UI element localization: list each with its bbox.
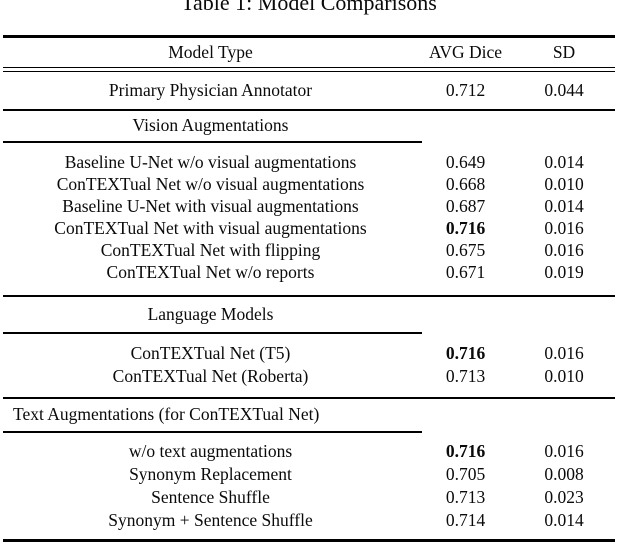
column-header-sd: SD [552, 41, 576, 62]
sd-cell: 0.016 [544, 343, 584, 363]
model-cell: ConTEXTual Net (T5) [130, 343, 291, 363]
avg-dice-cell: 0.716 [445, 343, 486, 363]
sd-cell: 0.014 [544, 151, 584, 172]
model-cell: Primary Physician Annotator [108, 80, 313, 100]
sd-cell: 0.016 [544, 239, 584, 260]
model-cell: ConTEXTual Net with visual augmentations [54, 217, 367, 238]
model-cell: ConTEXTual Net w/o visual augmentations [56, 173, 365, 194]
model-cell: Baseline U-Net with visual augmentations [62, 195, 359, 216]
table-caption: Table 1: Model Comparisons [181, 0, 437, 15]
column-header-model-type: Model Type [168, 41, 253, 62]
table-bottom-rule [3, 539, 615, 542]
table-row: ConTEXTual Net w/o visual augmentations … [3, 173, 615, 195]
section-header-language-models: Language Models [3, 297, 615, 332]
table-row: ConTEXTual Net (T5) 0.716 0.016 [3, 342, 615, 365]
sd-cell: 0.019 [544, 261, 584, 282]
table-row: ConTEXTual Net w/o reports 0.671 0.019 [3, 261, 615, 283]
table-row: Synonym Replacement 0.705 0.008 [3, 463, 615, 486]
avg-dice-cell: 0.671 [445, 261, 486, 282]
avg-dice-cell: 0.705 [445, 464, 486, 484]
section-divider-rule [3, 295, 615, 297]
avg-dice-cell: 0.649 [445, 151, 486, 172]
table-top-rule [3, 35, 615, 38]
sd-cell: 0.023 [544, 487, 584, 507]
table-row: Baseline U-Net w/o visual augmentations … [3, 151, 615, 173]
section-partial-rule [3, 430, 422, 433]
avg-dice-cell: 0.675 [445, 239, 486, 260]
section-header-label: Text Augmentations (for ConTEXTual Net) [13, 404, 320, 424]
model-cell: Synonym Replacement [129, 464, 292, 484]
model-cell: ConTEXTual Net w/o reports [106, 261, 315, 282]
avg-dice-cell: 0.714 [445, 510, 486, 530]
avg-dice-cell: 0.687 [445, 195, 486, 216]
section-header-label: Language Models [147, 303, 274, 324]
sd-cell: 0.010 [544, 366, 584, 386]
sd-cell: 0.014 [544, 195, 584, 216]
language-models-rows: ConTEXTual Net (T5) 0.716 0.016 ConTEXTu… [3, 334, 615, 397]
section-partial-rule [3, 331, 422, 334]
table-row: ConTEXTual Net with visual augmentations… [3, 217, 615, 239]
avg-dice-cell: 0.716 [445, 441, 486, 461]
sd-cell: 0.010 [544, 173, 584, 194]
model-cell: Synonym + Sentence Shuffle [108, 510, 313, 530]
text-augmentations-rows: w/o text augmentations 0.716 0.016 Synon… [3, 433, 615, 539]
column-header-avg-dice: AVG Dice [428, 41, 503, 62]
table-row: Sentence Shuffle 0.713 0.023 [3, 486, 615, 509]
model-cell: Sentence Shuffle [151, 487, 270, 507]
avg-dice-cell: 0.712 [445, 80, 486, 100]
header-double-rule [3, 66, 615, 72]
section-partial-rule [3, 140, 422, 143]
table-row: Primary Physician Annotator 0.712 0.044 [3, 72, 615, 109]
section-header-vision-augmentations: Vision Augmentations [3, 111, 615, 141]
table-row: ConTEXTual Net with flipping 0.675 0.016 [3, 239, 615, 261]
table-row: Synonym + Sentence Shuffle 0.714 0.014 [3, 509, 615, 532]
section-divider-rule [3, 397, 615, 399]
table-row: Baseline U-Net with visual augmentations… [3, 195, 615, 217]
section-divider-rule [3, 109, 615, 111]
table-row: ConTEXTual Net (Roberta) 0.713 0.010 [3, 365, 615, 388]
section-header-text-augmentations: Text Augmentations (for ConTEXTual Net) [3, 399, 615, 431]
avg-dice-cell: 0.713 [445, 366, 486, 386]
model-comparisons-table: Model Type AVG Dice SD Primary Physician… [3, 35, 615, 542]
avg-dice-cell: 0.716 [445, 217, 486, 238]
model-cell: Baseline U-Net w/o visual augmentations [64, 151, 357, 172]
sd-cell: 0.016 [544, 441, 584, 461]
table-row: w/o text augmentations 0.716 0.016 [3, 440, 615, 463]
model-cell: ConTEXTual Net (Roberta) [112, 366, 309, 386]
table-header-row: Model Type AVG Dice SD [3, 38, 615, 67]
sd-cell: 0.014 [544, 510, 584, 530]
vision-augmentations-rows: Baseline U-Net w/o visual augmentations … [3, 143, 615, 295]
model-cell: ConTEXTual Net with flipping [100, 239, 321, 260]
section-header-label: Vision Augmentations [132, 115, 289, 135]
avg-dice-cell: 0.713 [445, 487, 486, 507]
avg-dice-cell: 0.668 [445, 173, 486, 194]
model-cell: w/o text augmentations [128, 441, 293, 461]
sd-cell: 0.044 [544, 80, 584, 100]
sd-cell: 0.016 [544, 217, 584, 238]
sd-cell: 0.008 [544, 464, 584, 484]
